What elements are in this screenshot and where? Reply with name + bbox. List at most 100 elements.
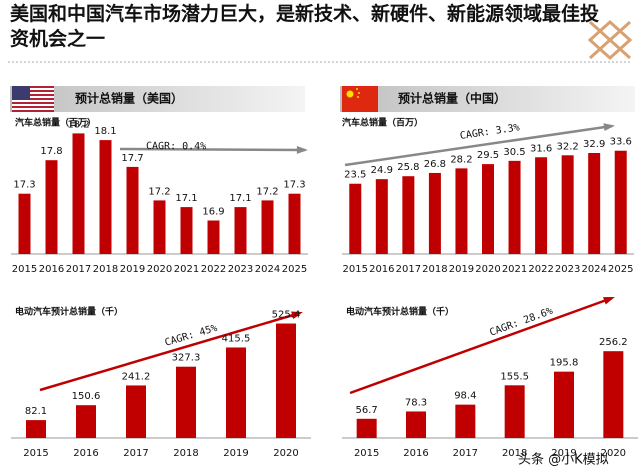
arrow-head (603, 123, 615, 132)
bar (349, 183, 362, 254)
bar (261, 200, 274, 254)
chart-subtitle: 汽车总销量（百万） (15, 117, 96, 129)
data-label: 17.1 (229, 193, 251, 204)
panel-header (10, 86, 305, 112)
x-tick-label: 2016 (403, 448, 428, 459)
chart-subtitle: 电动汽车预计总销量（千） (15, 306, 123, 318)
x-tick-label: 2024 (255, 264, 280, 275)
x-tick-label: 2021 (174, 264, 199, 275)
data-label: 28.2 (450, 154, 472, 165)
bar (76, 405, 96, 438)
data-label: 56.7 (356, 405, 378, 416)
bar (588, 153, 601, 254)
data-label: 31.6 (530, 143, 552, 154)
bar (375, 179, 388, 254)
x-tick-label: 2018 (502, 448, 527, 459)
data-label: 26.8 (424, 159, 446, 170)
bar (402, 176, 415, 254)
x-tick-label: 2019 (551, 448, 576, 459)
x-tick-label: 2019 (120, 264, 145, 275)
x-tick-label: 2020 (273, 448, 298, 459)
data-label: 195.8 (550, 358, 579, 369)
cagr-label: CAGR: 3.3% (459, 122, 520, 142)
bar (45, 160, 58, 254)
bar (561, 155, 574, 254)
bar (180, 207, 193, 254)
x-tick-label: 2019 (223, 448, 248, 459)
data-label: 327.3 (172, 353, 201, 364)
bar (455, 168, 468, 254)
x-tick-label: 2023 (555, 264, 580, 275)
panel-label: 预计总销量（美国） (75, 91, 183, 106)
data-label: 98.4 (454, 391, 476, 402)
x-tick-label: 2024 (581, 264, 606, 275)
bar (234, 207, 247, 254)
arrow-head (296, 146, 308, 154)
data-label: 18.2 (67, 119, 89, 130)
x-tick-label: 2015 (354, 448, 379, 459)
data-label: 241.2 (122, 371, 151, 382)
data-label: 18.1 (94, 126, 116, 137)
data-label: 78.3 (405, 397, 427, 408)
data-label: 415.5 (222, 333, 251, 344)
x-tick-label: 2022 (201, 264, 226, 275)
data-label: 17.2 (256, 186, 278, 197)
bar (26, 420, 46, 438)
bar (603, 351, 624, 438)
data-label: 32.2 (557, 141, 579, 152)
bar (356, 418, 377, 438)
arrow-head (603, 296, 615, 305)
x-tick-label: 2017 (453, 448, 478, 459)
data-label: 29.5 (477, 150, 499, 161)
data-label: 17.1 (175, 193, 197, 204)
bar (455, 404, 476, 438)
x-tick-label: 2025 (608, 264, 633, 275)
data-label: 256.2 (599, 337, 628, 348)
panel-header (340, 86, 635, 112)
data-label: 30.5 (503, 147, 525, 158)
x-tick-label: 2022 (528, 264, 553, 275)
data-label: 17.7 (121, 153, 143, 164)
x-tick-label: 2018 (93, 264, 118, 275)
x-tick-label: 2017 (66, 264, 91, 275)
bar (72, 133, 85, 254)
x-tick-label: 2020 (601, 448, 626, 459)
arrow-head (291, 311, 303, 320)
bar (226, 347, 246, 438)
bar (406, 411, 426, 438)
bar (153, 200, 166, 254)
data-label: 82.1 (25, 406, 47, 417)
bar (18, 193, 31, 254)
data-label: 23.5 (344, 170, 366, 181)
chart-subtitle: 电动汽车预计总销量（千） (346, 306, 454, 318)
x-tick-label: 2016 (369, 264, 394, 275)
data-label: 525.4 (272, 310, 301, 321)
x-tick-label: 2016 (73, 448, 98, 459)
data-label: 17.8 (40, 146, 62, 157)
bar (614, 150, 627, 254)
x-tick-label: 2020 (475, 264, 500, 275)
x-tick-label: 2025 (282, 264, 307, 275)
us-flag (12, 86, 54, 112)
x-tick-label: 2017 (396, 264, 421, 275)
x-tick-label: 2021 (502, 264, 527, 275)
data-label: 150.6 (72, 391, 101, 402)
trend-arrow (119, 147, 306, 152)
bar (504, 385, 525, 438)
bar (508, 160, 521, 254)
data-label: 25.8 (397, 162, 419, 173)
x-tick-label: 2018 (173, 448, 198, 459)
data-label: 17.3 (13, 180, 35, 191)
x-tick-label: 2019 (449, 264, 474, 275)
data-label: 33.6 (610, 137, 632, 148)
data-label: 17.2 (148, 186, 170, 197)
trend-arrow (349, 296, 613, 395)
x-tick-label: 2023 (228, 264, 253, 275)
x-tick-label: 2015 (23, 448, 48, 459)
x-tick-label: 2020 (147, 264, 172, 275)
bar (288, 193, 301, 254)
cn-flag (342, 86, 378, 112)
bar (535, 157, 548, 254)
